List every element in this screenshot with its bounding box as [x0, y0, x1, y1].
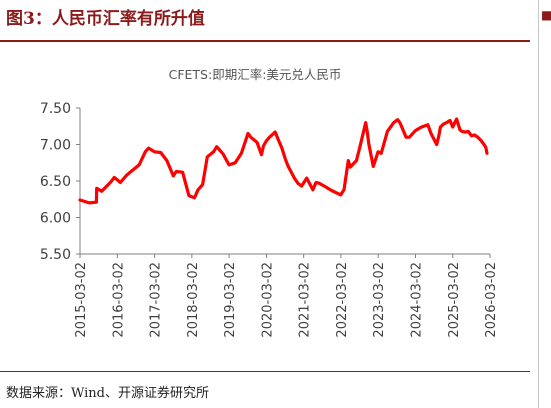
source-note: 数据来源：Wind、开源证券研究所: [6, 386, 209, 401]
x-tick-label: 2018-03-02: [186, 262, 201, 338]
footer-rule: [0, 371, 530, 372]
x-tick-label: 2023-03-02: [372, 262, 387, 338]
y-tick-label: 5.50: [40, 247, 71, 263]
x-tick-label: 2024-03-02: [410, 262, 425, 338]
page-edge-marker: ■: [541, 8, 551, 22]
x-tick-label: 2025-03-02: [447, 262, 462, 338]
y-tick-label: 6.50: [40, 174, 71, 190]
page-edge-divider: [538, 0, 539, 408]
x-tick-label: 2015-03-02: [74, 262, 89, 338]
y-tick-label: 7.50: [40, 101, 71, 117]
plot-area: [78, 117, 489, 205]
y-tick-label: 6.00: [40, 211, 71, 227]
x-tick-label: 2019-03-02: [223, 262, 238, 338]
x-tick-label: 2022-03-02: [335, 262, 350, 338]
x-axis: 2015-03-02 2016-03-02 2017-03-02 2018-03-02…: [74, 253, 499, 338]
x-tick-label: 2017-03-02: [149, 262, 164, 338]
figure-title: 图3：人民币汇率有所升值: [6, 9, 205, 29]
x-tick-label: 2020-03-02: [260, 262, 275, 338]
header-bar: 图3：人民币汇率有所升值: [0, 0, 530, 42]
series-line: [78, 117, 489, 205]
x-tick-label: 2021-03-02: [298, 262, 313, 338]
x-tick-label: 2026-03-02: [484, 262, 499, 338]
line-chart: CFETS:即期汇率:美元兑人民币 5.50 6.00 6.50 7.00 7.50 2…: [40, 67, 499, 338]
y-tick-label: 7.00: [40, 138, 71, 154]
chart-title: CFETS:即期汇率:美元兑人民币: [169, 67, 342, 82]
x-tick-label: 2016-03-02: [111, 262, 126, 338]
y-axis: 5.50 6.00 6.50 7.00 7.50: [40, 101, 81, 263]
